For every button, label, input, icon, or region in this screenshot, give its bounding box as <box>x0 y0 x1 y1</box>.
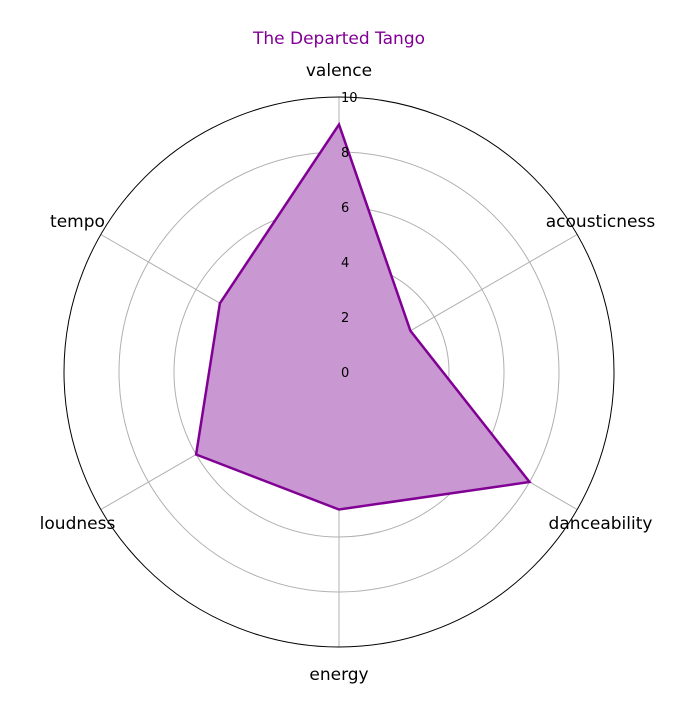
tick-label-6: 6 <box>341 201 349 216</box>
axis-label-acousticness: acousticness <box>546 212 656 232</box>
axis-label-danceability: danceability <box>549 514 653 534</box>
tick-label-4: 4 <box>341 256 349 271</box>
axis-label-loudness: loudness <box>40 514 116 534</box>
axis-label-energy: energy <box>309 665 368 685</box>
tick-label-0: 0 <box>341 366 349 381</box>
outer-ring <box>63 96 615 648</box>
tick-label-10: 10 <box>341 91 358 106</box>
series-layer <box>194 121 532 511</box>
axis-label-tempo: tempo <box>50 212 105 232</box>
axis-labels: valence acousticness danceability energy lou… <box>40 61 656 685</box>
chart-title: The Departed Tango <box>252 29 425 49</box>
tick-label-2: 2 <box>341 311 349 326</box>
tick-labels: 0 2 4 6 8 10 <box>341 91 358 381</box>
series-fill <box>196 124 530 510</box>
tick-label-8: 8 <box>341 146 349 161</box>
axis-label-valence: valence <box>306 61 372 81</box>
